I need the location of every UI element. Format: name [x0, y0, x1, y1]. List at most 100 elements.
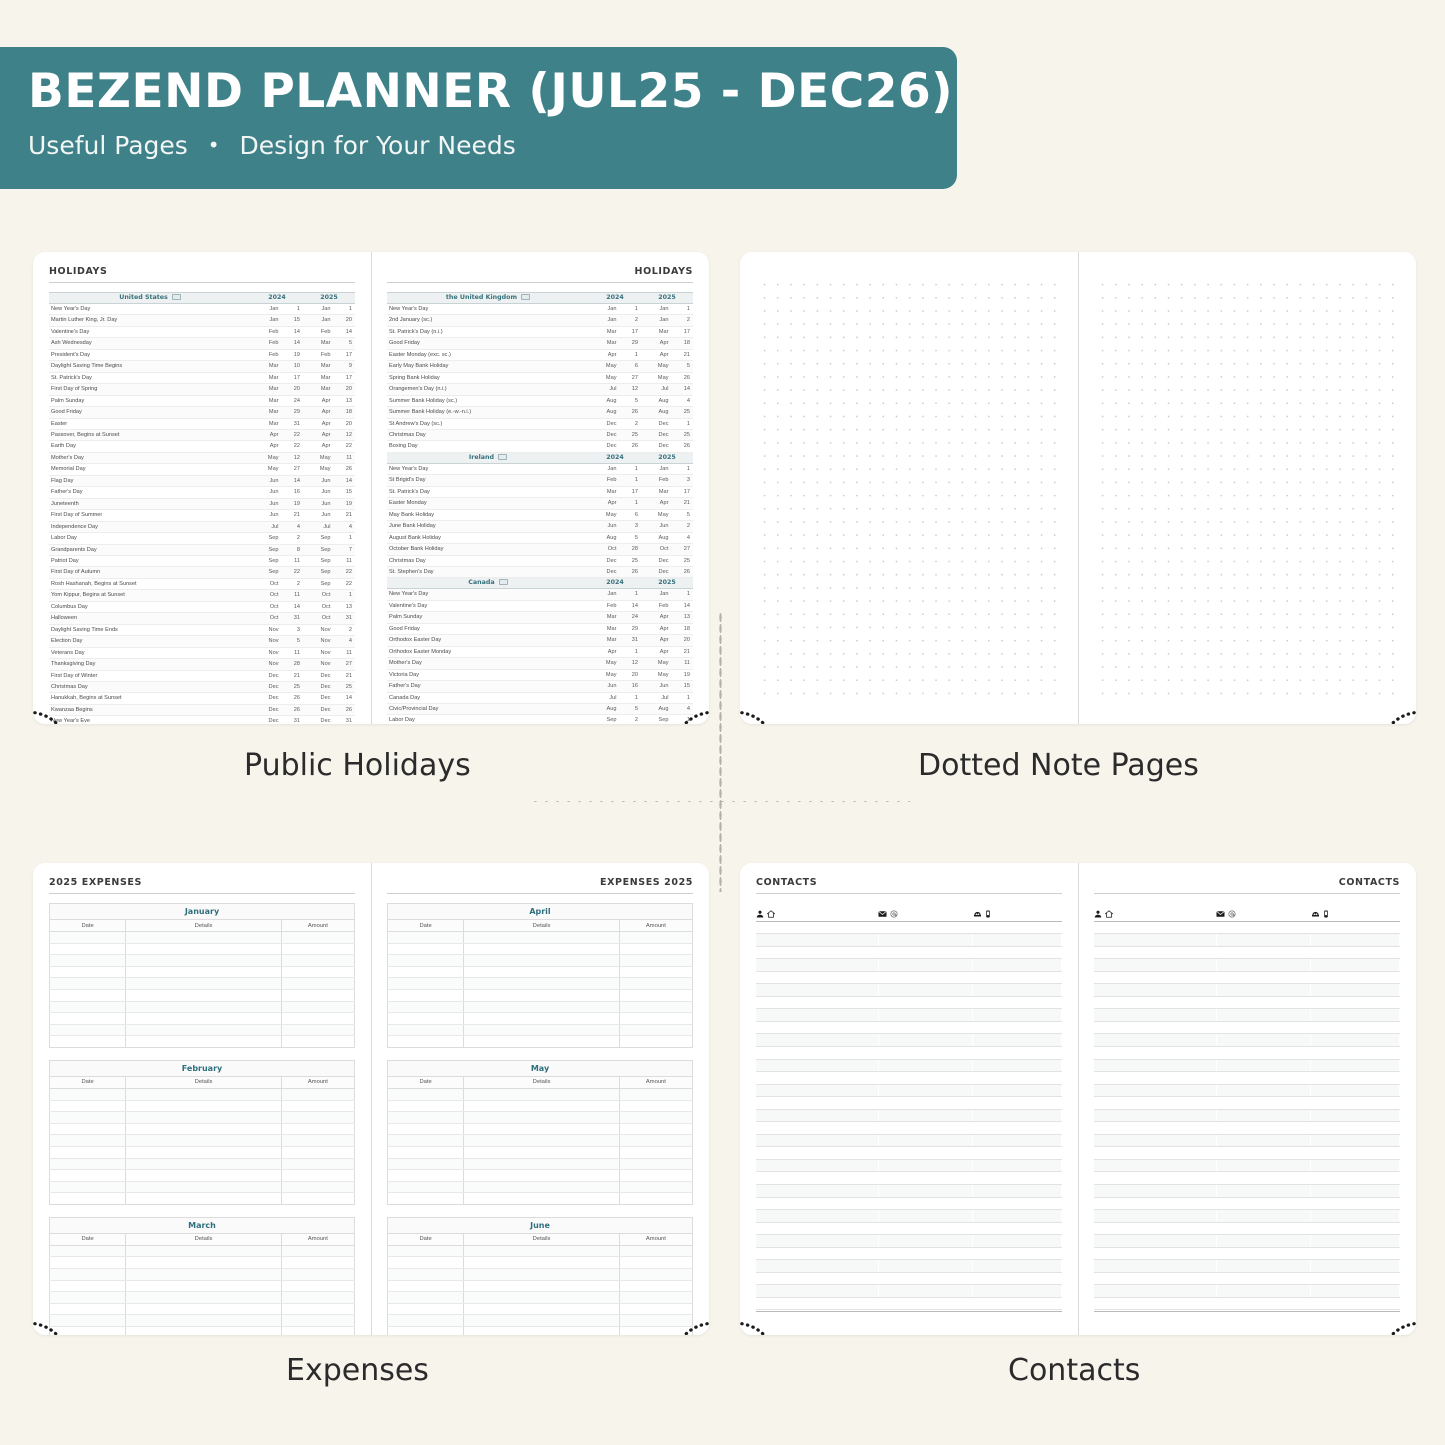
expense-amount-cell[interactable]: [619, 931, 693, 944]
contact-phone-cell[interactable]: [972, 1297, 1062, 1311]
expense-date-cell[interactable]: [387, 1088, 465, 1101]
contact-name-cell[interactable]: [756, 1134, 879, 1148]
contact-entry-row[interactable]: [1094, 1059, 1400, 1073]
expense-details-cell[interactable]: [125, 977, 282, 990]
expense-entry-row[interactable]: [49, 1146, 355, 1159]
contact-email-cell[interactable]: [1216, 1096, 1312, 1110]
expense-amount-cell[interactable]: [281, 1024, 355, 1037]
contact-phone-cell[interactable]: [1310, 1171, 1400, 1185]
expense-entry-row[interactable]: [49, 1111, 355, 1124]
contact-entry-row[interactable]: [756, 1134, 1062, 1148]
contact-phone-cell[interactable]: [972, 1284, 1062, 1298]
contact-entry-row[interactable]: [1094, 1247, 1400, 1261]
expense-date-cell[interactable]: [49, 1158, 127, 1171]
expense-details-cell[interactable]: [125, 1111, 282, 1124]
expense-entry-row[interactable]: [387, 1088, 693, 1101]
expense-entry-row[interactable]: [387, 1035, 693, 1048]
dotted-note-pages-spread[interactable]: [740, 252, 1416, 724]
expense-details-cell[interactable]: [125, 1088, 282, 1101]
contact-phone-cell[interactable]: [1310, 1059, 1400, 1073]
expense-date-cell[interactable]: [387, 1012, 465, 1025]
contact-entry-row[interactable]: [756, 958, 1062, 972]
expense-date-cell[interactable]: [387, 1245, 465, 1258]
expense-amount-cell[interactable]: [281, 1256, 355, 1270]
contact-name-cell[interactable]: [756, 1222, 879, 1236]
contact-email-cell[interactable]: [878, 983, 974, 997]
contact-entry-row[interactable]: [756, 1021, 1062, 1035]
expense-entry-row[interactable]: [387, 1123, 693, 1136]
expense-entry-row[interactable]: [49, 966, 355, 979]
expense-details-cell[interactable]: [463, 1256, 620, 1270]
expense-date-cell[interactable]: [387, 1158, 465, 1171]
expense-entry-row[interactable]: [49, 1100, 355, 1113]
contact-name-cell[interactable]: [756, 1059, 879, 1073]
contact-entry-row[interactable]: [1094, 1033, 1400, 1047]
expense-amount-cell[interactable]: [281, 1291, 355, 1304]
contact-entry-row[interactable]: [756, 1121, 1062, 1135]
contact-phone-cell[interactable]: [1310, 1046, 1400, 1060]
expense-details-cell[interactable]: [125, 1291, 282, 1304]
contact-entry-row[interactable]: [756, 1222, 1062, 1236]
contact-phone-cell[interactable]: [972, 1247, 1062, 1261]
expense-date-cell[interactable]: [387, 1035, 465, 1048]
expense-amount-cell[interactable]: [619, 1012, 693, 1025]
contact-phone-cell[interactable]: [972, 1121, 1062, 1135]
expense-details-cell[interactable]: [125, 966, 282, 979]
contact-name-cell[interactable]: [1094, 1171, 1217, 1185]
expense-amount-cell[interactable]: [619, 1181, 693, 1194]
expense-date-cell[interactable]: [49, 1169, 127, 1182]
expense-amount-cell[interactable]: [281, 977, 355, 990]
contact-entry-row[interactable]: [1094, 1146, 1400, 1160]
expense-amount-cell[interactable]: [281, 1303, 355, 1316]
expense-entry-row[interactable]: [49, 1192, 355, 1205]
contact-phone-cell[interactable]: [972, 946, 1062, 960]
contact-name-cell[interactable]: [756, 946, 879, 960]
expense-amount-cell[interactable]: [619, 1245, 693, 1258]
contact-phone-cell[interactable]: [972, 958, 1062, 972]
contact-phone-cell[interactable]: [1310, 1184, 1400, 1198]
contact-entry-row[interactable]: [1094, 1121, 1400, 1135]
contact-email-cell[interactable]: [878, 1259, 974, 1273]
contact-phone-cell[interactable]: [1310, 1033, 1400, 1047]
expense-date-cell[interactable]: [387, 1192, 465, 1205]
expense-date-cell[interactable]: [387, 989, 465, 1002]
contact-email-cell[interactable]: [878, 1046, 974, 1060]
contact-phone-cell[interactable]: [1310, 996, 1400, 1010]
expense-date-cell[interactable]: [387, 1314, 465, 1328]
expense-date-cell[interactable]: [49, 1314, 127, 1328]
contact-email-cell[interactable]: [1216, 1033, 1312, 1047]
contact-name-cell[interactable]: [756, 933, 879, 947]
contact-email-cell[interactable]: [878, 996, 974, 1010]
expense-date-cell[interactable]: [387, 1123, 465, 1136]
expense-details-cell[interactable]: [463, 1326, 620, 1335]
contact-name-cell[interactable]: [1094, 1008, 1217, 1022]
expense-details-cell[interactable]: [125, 1303, 282, 1316]
contact-entry-row[interactable]: [1094, 946, 1400, 960]
expense-details-cell[interactable]: [463, 1146, 620, 1159]
contact-entry-row[interactable]: [1094, 971, 1400, 985]
expense-date-cell[interactable]: [387, 1181, 465, 1194]
contact-email-cell[interactable]: [878, 1171, 974, 1185]
expense-entry-row[interactable]: [387, 943, 693, 956]
expense-date-cell[interactable]: [49, 1123, 127, 1136]
expense-details-cell[interactable]: [125, 1012, 282, 1025]
contact-entry-row[interactable]: [1094, 1209, 1400, 1223]
contact-name-cell[interactable]: [1094, 1096, 1217, 1110]
contact-entry-row[interactable]: [756, 1247, 1062, 1261]
expense-amount-cell[interactable]: [619, 1158, 693, 1171]
contact-name-cell[interactable]: [756, 1259, 879, 1273]
expense-entry-row[interactable]: [387, 1012, 693, 1025]
expense-date-cell[interactable]: [387, 966, 465, 979]
contact-entry-row[interactable]: [756, 1171, 1062, 1185]
contact-entry-row[interactable]: [1094, 1008, 1400, 1022]
contact-phone-cell[interactable]: [1310, 1259, 1400, 1273]
expense-date-cell[interactable]: [387, 977, 465, 990]
contact-name-cell[interactable]: [1094, 996, 1217, 1010]
expense-amount-cell[interactable]: [619, 1134, 693, 1147]
expense-amount-cell[interactable]: [281, 931, 355, 944]
contact-phone-cell[interactable]: [972, 1046, 1062, 1060]
contact-name-cell[interactable]: [756, 1272, 879, 1286]
expense-entry-row[interactable]: [387, 1134, 693, 1147]
expense-entry-row[interactable]: [49, 1024, 355, 1037]
contact-name-cell[interactable]: [1094, 1046, 1217, 1060]
